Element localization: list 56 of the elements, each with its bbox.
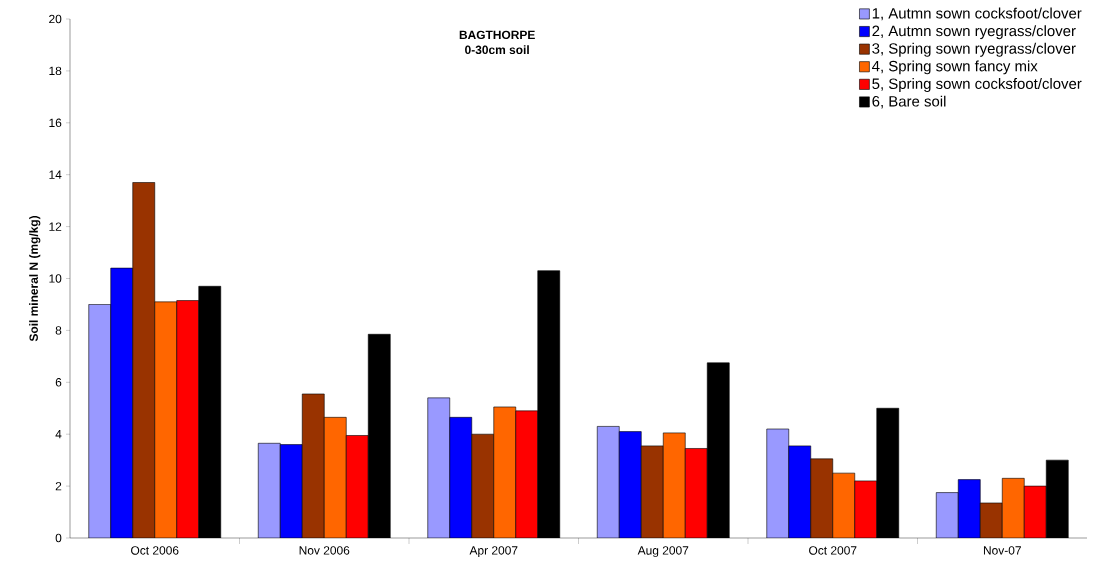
y-tick-label: 2 <box>55 481 62 491</box>
x-tick-label: Apr 2007 <box>469 546 518 558</box>
legend-label: 5, Spring sown cocksfoot/clover <box>872 78 1082 92</box>
bar <box>1001 478 1025 538</box>
bar <box>88 304 111 538</box>
y-tick-label: 16 <box>49 118 62 128</box>
y-axis-title: Soil mineral N (mg/kg) <box>29 215 41 342</box>
y-tick-label: 14 <box>49 170 62 179</box>
bar <box>854 480 877 538</box>
text: 0-30cm soil <box>465 45 529 55</box>
bar <box>597 426 620 538</box>
bar <box>346 435 369 538</box>
bar <box>449 417 472 538</box>
bar <box>176 300 199 538</box>
bar <box>641 445 664 538</box>
y-tick-label: 10 <box>49 274 62 283</box>
y-tick-label: 12 <box>49 222 62 231</box>
bar <box>154 301 177 538</box>
bar <box>280 444 303 538</box>
text: BAGTHORPE <box>459 30 535 40</box>
x-tick-label: Oct 2006 <box>131 546 179 555</box>
bar <box>493 406 516 538</box>
bar <box>935 492 959 538</box>
bar <box>663 432 686 538</box>
x-tick-label: Aug 2007 <box>637 546 689 558</box>
y-tick-label: 6 <box>55 378 62 387</box>
bar <box>258 443 281 538</box>
bar <box>427 397 450 538</box>
bar <box>766 429 789 538</box>
y-tick-label: 0 <box>55 533 62 543</box>
bar <box>302 393 325 538</box>
bar <box>1023 485 1047 538</box>
bar <box>132 182 155 538</box>
bar <box>324 417 347 538</box>
y-tick-label: 18 <box>49 66 62 76</box>
bar <box>957 479 981 538</box>
bar <box>979 502 1003 538</box>
legend-label: 4, Spring sown fancy mix <box>872 60 1038 75</box>
legend-label: 2, Autmn sown ryegrass/clover <box>872 25 1076 40</box>
bar <box>810 458 833 538</box>
bar <box>515 410 538 538</box>
x-tick-label: Nov-07 <box>983 546 1021 555</box>
y-tick-label: 20 <box>49 14 62 24</box>
legend-label: 3, Spring sown ryegrass/clover <box>872 42 1076 57</box>
bar <box>788 445 811 538</box>
x-tick-label: Nov 2006 <box>299 546 350 555</box>
bar <box>110 268 133 538</box>
x-tick-label: Oct 2007 <box>809 546 857 555</box>
legend-label: 6, Bare soil <box>872 95 946 109</box>
bar <box>832 473 855 538</box>
bar <box>685 448 708 538</box>
bar <box>471 434 494 538</box>
y-tick-label: 8 <box>55 326 62 335</box>
bar <box>619 431 642 538</box>
y-tick-label: 4 <box>55 430 62 439</box>
legend-label: 1, Autmn sown cocksfoot/clover <box>872 7 1082 21</box>
